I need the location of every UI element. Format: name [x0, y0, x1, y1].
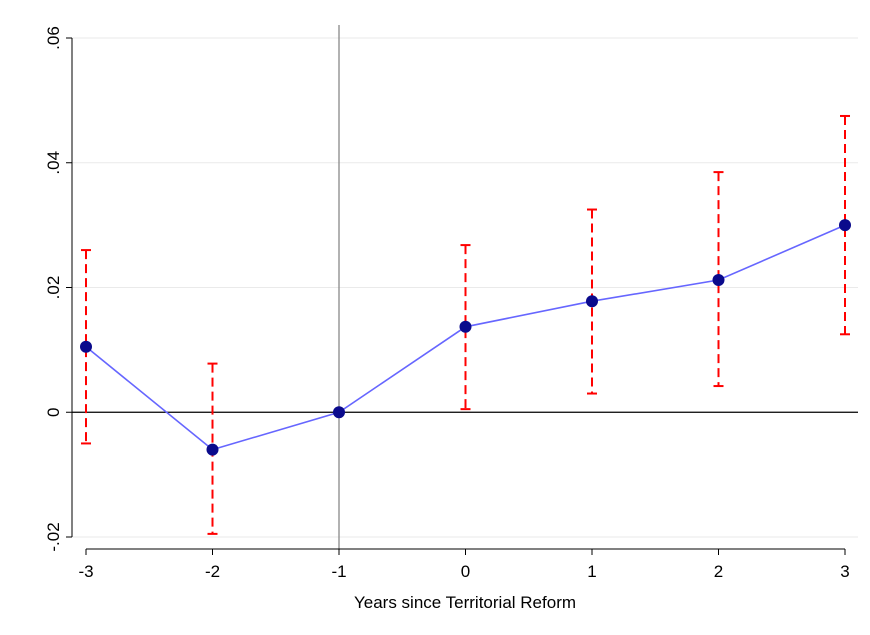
tick-labels: -.02 0 .02 .04 .06 -3 -2 -1 0 1 2 3: [44, 26, 850, 581]
reference-lines: [72, 25, 858, 549]
y-tick-label: .04: [44, 151, 63, 175]
x-tick-label: -2: [205, 562, 220, 581]
data-point: [80, 340, 92, 353]
y-tick-label: -.02: [44, 522, 63, 551]
ci-bar: [840, 114, 850, 336]
x-tick-label: 0: [461, 562, 470, 581]
data-point: [459, 320, 472, 333]
data-point: [712, 274, 725, 287]
y-tick-label: 0: [44, 408, 63, 417]
data-point: [586, 295, 598, 308]
axes: [66, 37, 846, 555]
y-tick-label: .02: [44, 276, 63, 300]
y-tick-label: .06: [44, 26, 63, 50]
x-tick-label: -3: [78, 562, 93, 581]
series: [80, 219, 851, 456]
x-tick-label: 3: [840, 562, 849, 581]
x-tick-label: -1: [331, 562, 346, 581]
data-point: [333, 406, 345, 419]
x-tick-label: 1: [587, 562, 596, 581]
data-point: [206, 443, 219, 456]
x-axis-title: Years since Territorial Reform: [354, 593, 576, 612]
gridlines: [72, 37, 858, 538]
x-tick-label: 2: [714, 562, 723, 581]
data-point: [839, 219, 851, 232]
ci-bar: [81, 249, 91, 445]
ci-bar: [460, 244, 471, 411]
